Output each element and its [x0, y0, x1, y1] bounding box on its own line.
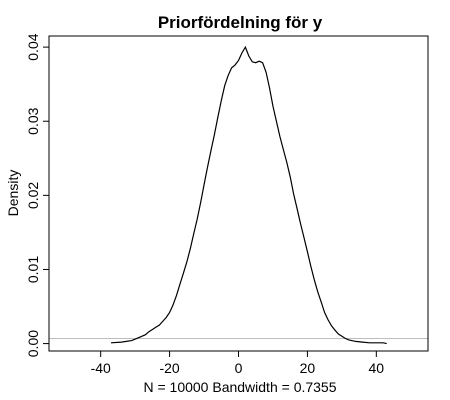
y-tick-label: 0.00 [25, 330, 41, 357]
density-series-line [110, 45, 387, 345]
chart-title: Priorfördelning för y [158, 13, 323, 32]
y-axis: 0.00 0.01 0.02 0.03 0.04 [25, 33, 50, 357]
x-tick-label: -20 [159, 360, 179, 376]
y-tick-label: 0.03 [25, 107, 41, 134]
x-tick-label: -40 [91, 360, 111, 376]
x-tick-label: 40 [369, 360, 385, 376]
y-tick-label: 0.02 [25, 182, 41, 209]
y-axis-label: Density [5, 170, 21, 217]
x-tick-label: 20 [300, 360, 316, 376]
y-tick-label: 0.01 [25, 256, 41, 283]
y-tick-label: 0.04 [25, 33, 41, 60]
x-axis: -40 -20 0 20 40 [91, 350, 385, 376]
x-tick-label: 0 [235, 360, 243, 376]
plot-frame [48, 35, 429, 352]
x-axis-label: N = 10000 Bandwidth = 0.7355 [143, 379, 336, 395]
